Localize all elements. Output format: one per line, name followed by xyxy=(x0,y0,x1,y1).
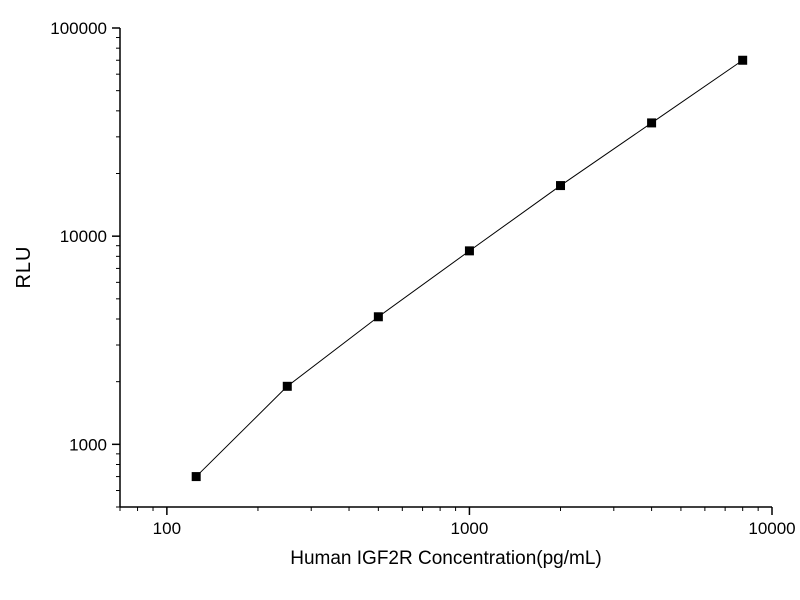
data-point xyxy=(373,312,383,322)
data-point xyxy=(191,472,201,482)
x-axis-label: Human IGF2R Concentration(pg/mL) xyxy=(290,548,602,569)
data-point xyxy=(556,181,566,191)
data-line xyxy=(195,59,743,477)
y-tick-label: 100000 xyxy=(50,19,107,38)
x-tick-label: 10000 xyxy=(748,519,795,538)
data-point xyxy=(464,246,474,256)
data-point xyxy=(647,118,657,128)
x-tick-label: 100 xyxy=(153,519,181,538)
y-tick-label: 1000 xyxy=(69,435,107,454)
x-tick-label: 1000 xyxy=(451,519,489,538)
data-point xyxy=(282,381,292,391)
y-axis-label: RLU xyxy=(13,245,35,289)
y-tick-label: 10000 xyxy=(60,227,107,246)
data-point xyxy=(738,55,748,65)
